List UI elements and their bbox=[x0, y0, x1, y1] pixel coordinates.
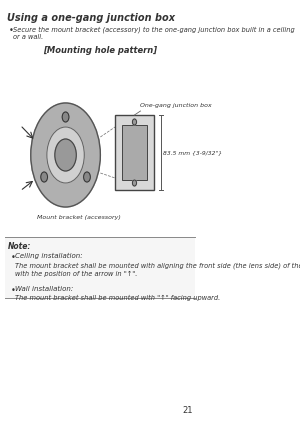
Circle shape bbox=[31, 103, 100, 207]
Bar bbox=[122, 125, 147, 180]
Text: 83.5 mm {3-9/32"}: 83.5 mm {3-9/32"} bbox=[163, 150, 222, 155]
Text: •: • bbox=[9, 26, 14, 35]
Text: Ceiling installation:: Ceiling installation: bbox=[15, 253, 82, 259]
Circle shape bbox=[133, 180, 136, 186]
Text: One-gang junction box: One-gang junction box bbox=[140, 103, 212, 108]
Text: The mount bracket shall be mounted with "↑" facing upward.: The mount bracket shall be mounted with … bbox=[15, 295, 220, 301]
Circle shape bbox=[84, 172, 90, 182]
Text: Using a one-gang junction box: Using a one-gang junction box bbox=[7, 13, 175, 23]
Text: Secure the mount bracket (accessory) to the one-gang junction box built in a cei: Secure the mount bracket (accessory) to … bbox=[13, 26, 295, 40]
Circle shape bbox=[41, 172, 47, 182]
Text: •: • bbox=[11, 253, 16, 262]
Circle shape bbox=[133, 119, 136, 125]
Circle shape bbox=[47, 127, 84, 183]
Text: 21: 21 bbox=[182, 406, 193, 415]
Text: Note:: Note: bbox=[8, 242, 32, 251]
Text: •: • bbox=[11, 286, 16, 295]
Text: [Mounting hole pattern]: [Mounting hole pattern] bbox=[43, 46, 158, 55]
Circle shape bbox=[55, 139, 76, 171]
Text: Wall installation:: Wall installation: bbox=[15, 286, 73, 292]
Bar bbox=[115, 115, 154, 190]
Bar bbox=[5, 237, 195, 298]
Circle shape bbox=[62, 112, 69, 122]
Text: Mount bracket (accessory): Mount bracket (accessory) bbox=[38, 215, 121, 220]
Text: The mount bracket shall be mounted with aligning the front side (the lens side) : The mount bracket shall be mounted with … bbox=[15, 262, 300, 277]
